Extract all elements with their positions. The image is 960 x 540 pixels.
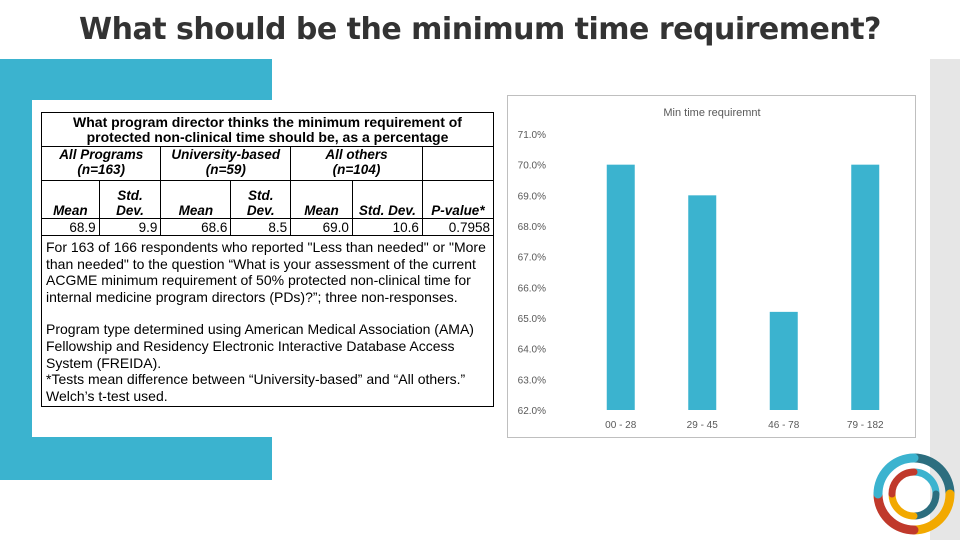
group-n: (n=163): [77, 162, 126, 177]
group-name: All Programs: [59, 147, 144, 162]
bar-79-182: [851, 164, 880, 410]
group-all-programs: All Programs (n=163): [40, 146, 162, 181]
value-cell: 69.0: [290, 218, 353, 236]
x-tick-label: 29 - 45: [687, 420, 719, 431]
y-tick-label: 70.0%: [518, 161, 546, 172]
x-axis: 00 - 28 29 - 45 46 - 78 79 - 182: [605, 420, 884, 431]
note-respondents: For 163 of 166 respondents who reported …: [46, 239, 486, 305]
chart-svg: Min time requiremnt 62.0% 63.0% 64.0% 65.0%…: [518, 107, 884, 431]
col-mean: Mean: [290, 180, 353, 219]
stats-table-panel: What program director thinks the minimum…: [32, 100, 497, 437]
value-cell: 68.9: [41, 218, 100, 236]
y-tick-label: 71.0%: [518, 130, 546, 141]
group-university-based: University-based (n=59): [160, 146, 292, 181]
y-tick-label: 69.0%: [518, 191, 546, 202]
table-notes: For 163 of 166 respondents who reported …: [41, 234, 494, 408]
empty-cell: [421, 146, 495, 181]
y-axis: 62.0% 63.0% 64.0% 65.0% 66.0% 67.0% 68.0% 69.0%…: [518, 130, 546, 417]
bars: [606, 164, 880, 410]
x-tick-label: 00 - 28: [605, 420, 637, 431]
slide-title: What should be the minimum time requirem…: [79, 12, 881, 47]
bar-46-78: [769, 311, 798, 410]
group-n: (n=104): [332, 162, 381, 177]
x-tick-label: 79 - 182: [847, 420, 884, 431]
y-tick-label: 65.0%: [518, 314, 546, 325]
group-name: All others: [325, 147, 388, 162]
value-cell: 0.7958: [421, 218, 495, 236]
value-cell: 9.9: [98, 218, 162, 236]
circular-swirl-logo-icon: [873, 453, 955, 535]
y-tick-label: 66.0%: [518, 283, 546, 294]
y-tick-label: 64.0%: [518, 345, 546, 356]
group-n: (n=59): [205, 162, 246, 177]
bar-29-45: [688, 195, 717, 410]
col-std-dev: Std. Dev.: [230, 180, 292, 219]
group-all-others: All others (n=104): [290, 146, 423, 181]
note-test: *Tests mean difference between “Universi…: [46, 371, 466, 404]
chart-title: Min time requiremnt: [663, 107, 760, 119]
y-tick-label: 63.0%: [518, 375, 546, 386]
col-std-line2: Dev.: [246, 203, 275, 218]
col-std-line1: Std.: [248, 188, 274, 203]
col-std-dev: Std. Dev.: [98, 180, 162, 219]
stats-table: What program director thinks the minimum…: [40, 112, 495, 408]
col-mean: Mean: [160, 180, 232, 219]
group-name: University-based: [171, 147, 281, 162]
value-cell: 8.5: [230, 218, 292, 236]
value-cell: 68.6: [160, 218, 232, 236]
note-program-type: Program type determined using American M…: [46, 321, 474, 371]
col-p-value: P-value*: [421, 180, 495, 219]
y-tick-label: 68.0%: [518, 222, 546, 233]
x-tick-label: 46 - 78: [768, 420, 800, 431]
col-std-line1: Std.: [117, 188, 143, 203]
bar-chart: Min time requiremnt 62.0% 63.0% 64.0% 65.0%…: [507, 95, 916, 438]
bar-00-28: [606, 164, 635, 410]
value-cell: 10.6: [351, 218, 423, 236]
col-std-line2: Dev.: [116, 203, 144, 218]
col-std-dev: Std. Dev.: [351, 180, 423, 219]
table-header: What program director thinks the minimum…: [41, 112, 494, 147]
y-tick-label: 67.0%: [518, 253, 546, 264]
col-mean: Mean: [41, 180, 100, 219]
y-tick-label: 62.0%: [518, 406, 546, 417]
